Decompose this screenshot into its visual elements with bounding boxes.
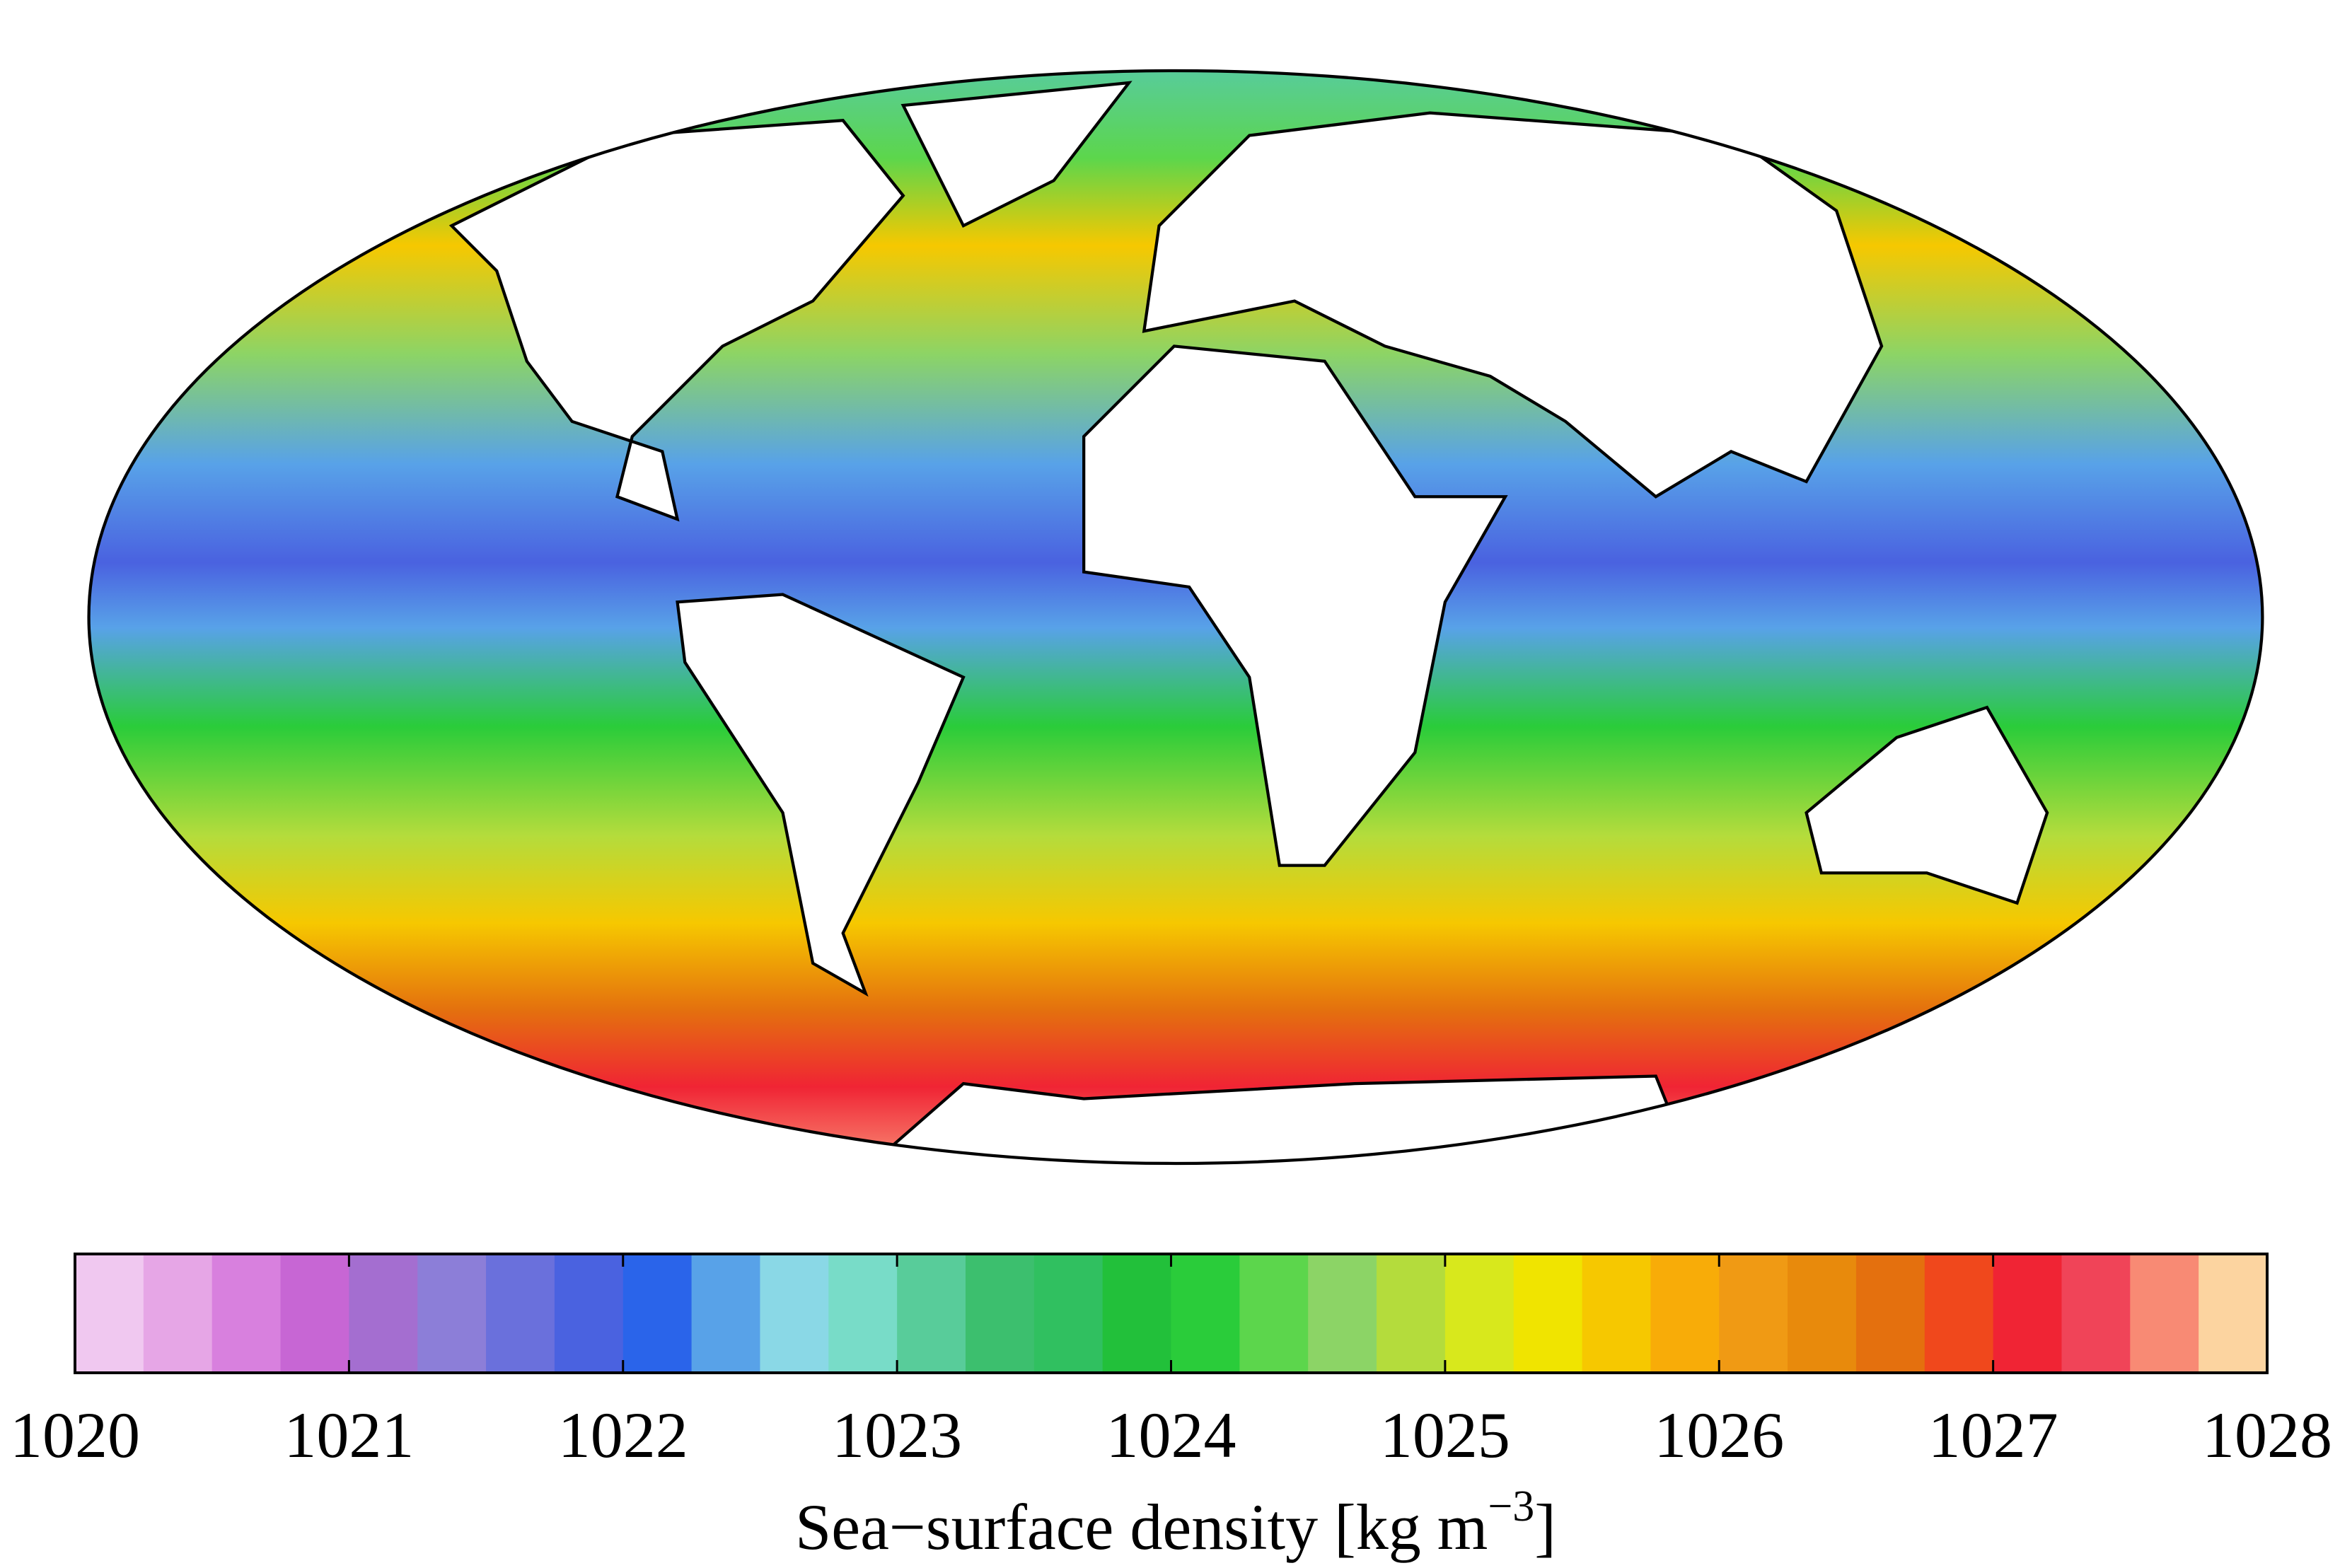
tick-label: 1026	[1654, 1399, 1784, 1471]
colorbar-bin	[143, 1254, 213, 1373]
colorbar-bin	[486, 1254, 555, 1373]
colorbar-bin	[349, 1254, 418, 1373]
label-main: Sea−surface density [kg m	[795, 1491, 1488, 1563]
colorbar-bin	[1171, 1254, 1240, 1373]
colorbar-bin	[1993, 1254, 2062, 1373]
antarctica	[839, 1074, 1703, 1163]
colorbar-bin	[1444, 1254, 1514, 1373]
label-end: ]	[1534, 1491, 1556, 1563]
colorbar-bin	[965, 1254, 1035, 1373]
colorbar-bin	[2130, 1254, 2199, 1373]
colorbar-bin	[1308, 1254, 1377, 1373]
tick-label: 1022	[558, 1399, 688, 1471]
colorbar-bin	[1719, 1254, 1788, 1373]
africa	[1082, 344, 1508, 867]
colorbar-bin	[2199, 1254, 2268, 1373]
north-america	[448, 119, 905, 522]
colorbar-bin	[622, 1254, 693, 1373]
colorbar: 1020 1021 1022 1023 1024 1025 1026 1027 1028	[10, 1253, 2332, 1471]
colorbar-bin	[1582, 1254, 1651, 1373]
tick-label: 1028	[2202, 1399, 2332, 1471]
tick-label: 1025	[1380, 1399, 1510, 1471]
colorbar-bin	[1033, 1254, 1104, 1373]
colorbar-bin	[1513, 1254, 1583, 1373]
colorbar-bin	[897, 1254, 966, 1373]
map	[87, 69, 2264, 1166]
label-superscript: −3	[1488, 1482, 1534, 1531]
colorbar-bin	[280, 1254, 349, 1373]
tick-label: 1027	[1928, 1399, 2058, 1471]
colorbar-bin	[212, 1254, 282, 1373]
colorbar-bin	[75, 1254, 144, 1373]
tick-label: 1023	[832, 1399, 962, 1471]
colorbar-bin	[2061, 1254, 2131, 1373]
colorbar-bin	[417, 1254, 487, 1373]
south-america	[676, 593, 966, 997]
colorbar-bin	[1788, 1254, 1857, 1373]
colorbar-bin	[1650, 1254, 1720, 1373]
colorbar-bin	[691, 1254, 760, 1373]
colorbar-bin	[760, 1254, 829, 1373]
colorbar-bin	[1377, 1254, 1446, 1373]
colorbar-bin	[1102, 1254, 1171, 1373]
greenland	[900, 81, 1133, 228]
colorbar-bin	[1924, 1254, 1994, 1373]
colorbar-bin	[1855, 1254, 1925, 1373]
colorbar-label: Sea−surface density [kg m−3]	[795, 1482, 1556, 1563]
map-frame	[87, 69, 2264, 1166]
australia	[1805, 705, 2049, 905]
colorbar-bin	[828, 1254, 898, 1373]
tick-label: 1024	[1106, 1399, 1236, 1471]
colorbar-bin	[554, 1254, 624, 1373]
tick-label: 1021	[284, 1399, 414, 1471]
colorbar-bin	[1239, 1254, 1309, 1373]
tick-label: 1020	[10, 1399, 140, 1471]
eurasia	[1142, 111, 1884, 499]
ocean-field	[88, 71, 2263, 1163]
